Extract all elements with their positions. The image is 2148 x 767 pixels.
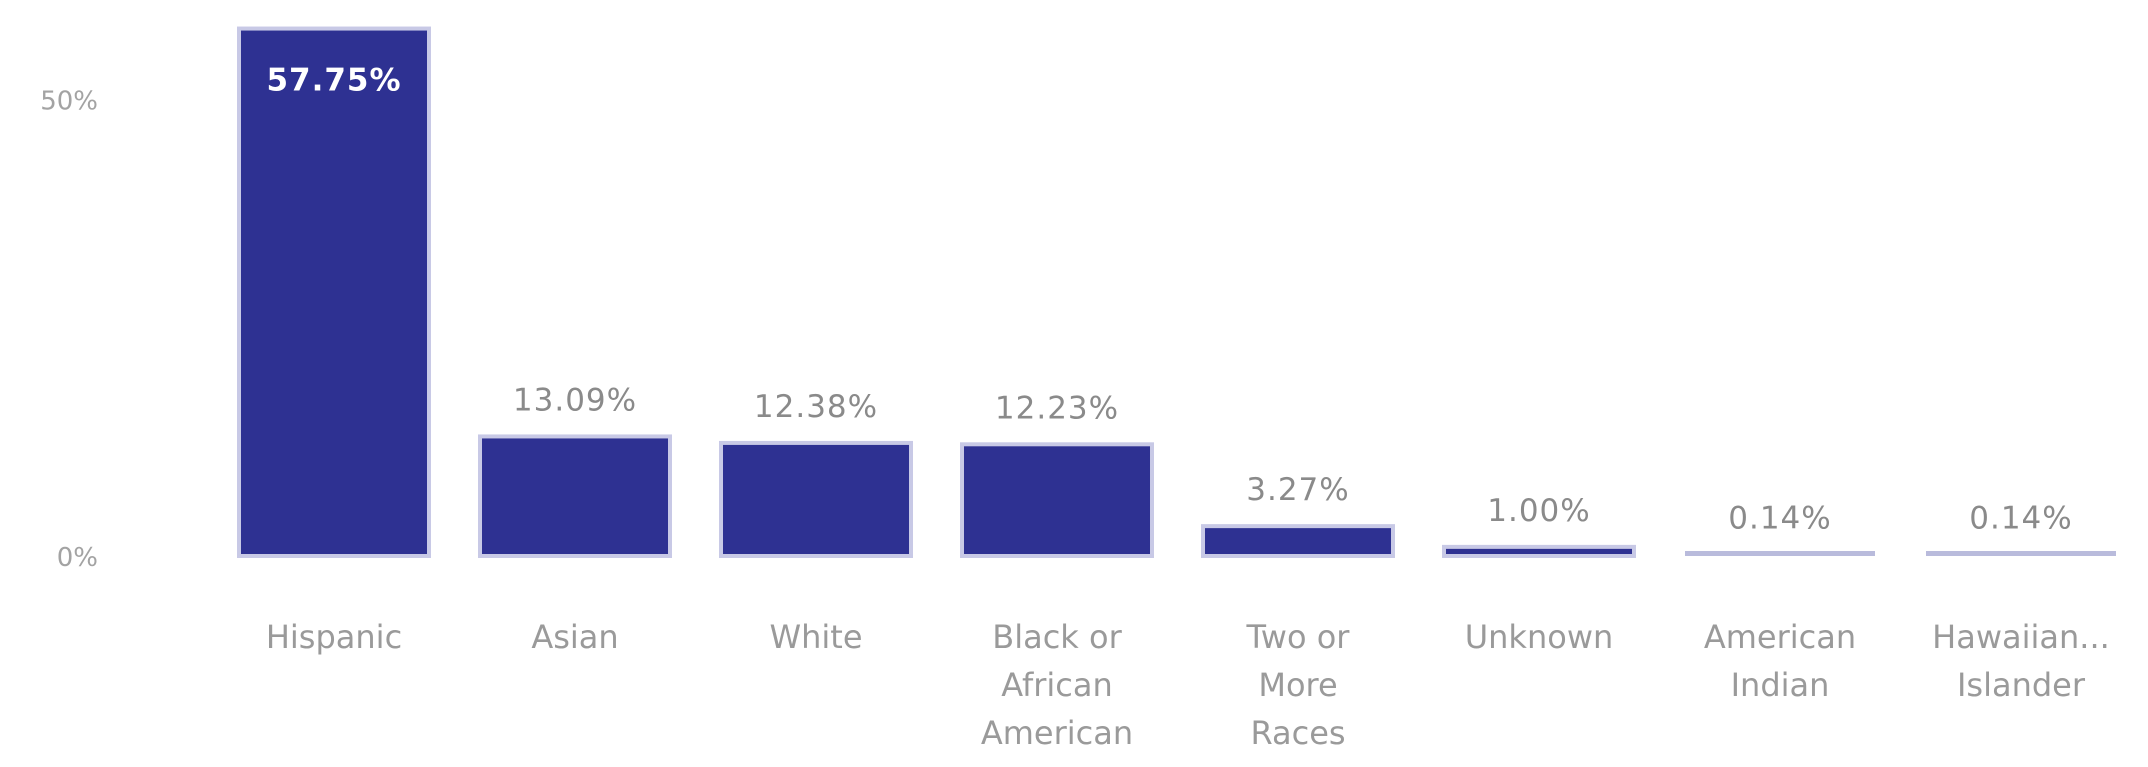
x-label-line: African [1001,666,1113,704]
bar-5[interactable] [1442,544,1636,558]
data-label-0: 57.75% [266,63,401,99]
x-label-0: Hispanic [266,618,402,656]
x-label-line: Unknown [1465,618,1614,656]
x-label-line: Hispanic [266,618,402,656]
bar-4[interactable] [1201,524,1395,558]
x-axis-labels-group: Hispanic Asian White Black or African America… [266,618,2110,752]
x-label-1: Asian [531,618,618,656]
data-label-5: 1.00% [1487,493,1590,529]
x-label-line: Asian [531,618,618,656]
bar-1[interactable] [478,434,672,559]
bar-2[interactable] [719,440,913,558]
y-tick-label: 50% [40,86,98,116]
y-tick-label: 0% [57,543,98,573]
bar-6[interactable] [1685,551,1875,556]
y-axis: 0% 50% [40,86,98,573]
bar-0[interactable] [237,26,431,559]
x-label-line: More [1258,666,1337,704]
x-label-line: Indian [1731,666,1830,704]
x-label-line: Two or [1246,618,1351,656]
x-label-6: American Indian [1704,618,1856,704]
data-label-2: 12.38% [754,389,878,425]
x-label-4: Two or More Races [1246,618,1351,752]
x-label-7: Hawaiian... Islander [1932,618,2110,704]
data-label-3: 12.23% [995,390,1119,426]
x-label-2: White [769,618,862,656]
x-label-3: Black or African American [981,618,1133,752]
x-label-line: Black or [992,618,1122,656]
data-label-4: 3.27% [1246,472,1349,508]
data-label-6: 0.14% [1728,501,1831,537]
data-labels-group: 57.75% 13.09% 12.38% 12.23% 3.27% 1.00% 0.14% 0… [266,63,2072,537]
data-label-1: 13.09% [513,382,637,418]
bar-7[interactable] [1926,551,2116,556]
x-label-5: Unknown [1465,618,1614,656]
bars-group [237,26,2116,559]
bar-3[interactable] [960,442,1154,559]
x-label-line: Islander [1957,666,2086,704]
x-label-line: Hawaiian... [1932,618,2110,656]
x-label-line: Races [1250,714,1345,752]
data-label-7: 0.14% [1969,501,2072,537]
x-label-line: White [769,618,862,656]
x-label-line: American [1704,618,1856,656]
x-label-line: American [981,714,1133,752]
